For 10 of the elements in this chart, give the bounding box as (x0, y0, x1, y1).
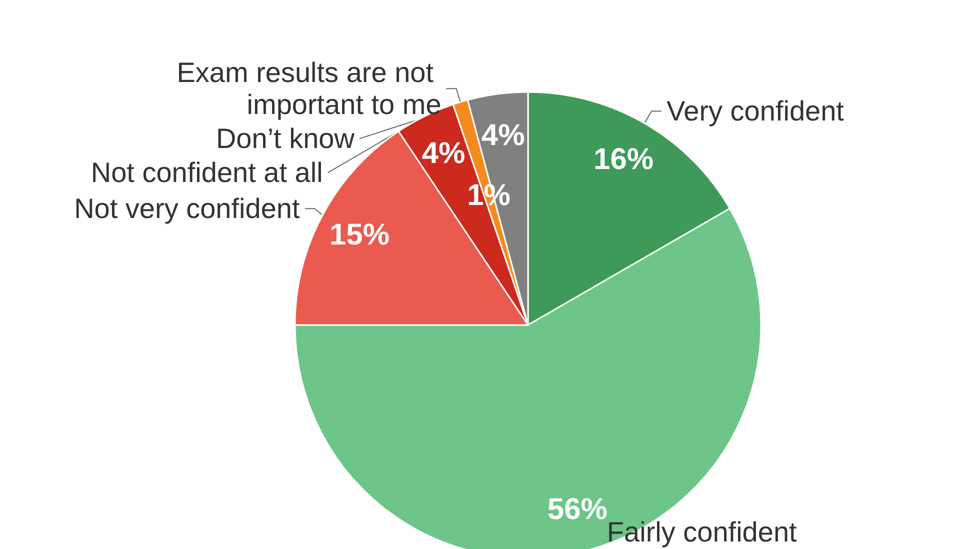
slice-label: Very confident (666, 96, 844, 127)
data-label: 56% (547, 493, 608, 526)
data-label: 4% (481, 119, 525, 152)
slice-label: Exam results are not important to me (176, 57, 442, 120)
slice-label: Don’t know (216, 123, 356, 154)
data-label: 4% (422, 137, 466, 170)
slice-label: Not very confident (74, 193, 300, 224)
slice-label: Not confident at all (90, 157, 323, 188)
data-label: 16% (594, 143, 654, 176)
data-label: 15% (329, 218, 390, 252)
